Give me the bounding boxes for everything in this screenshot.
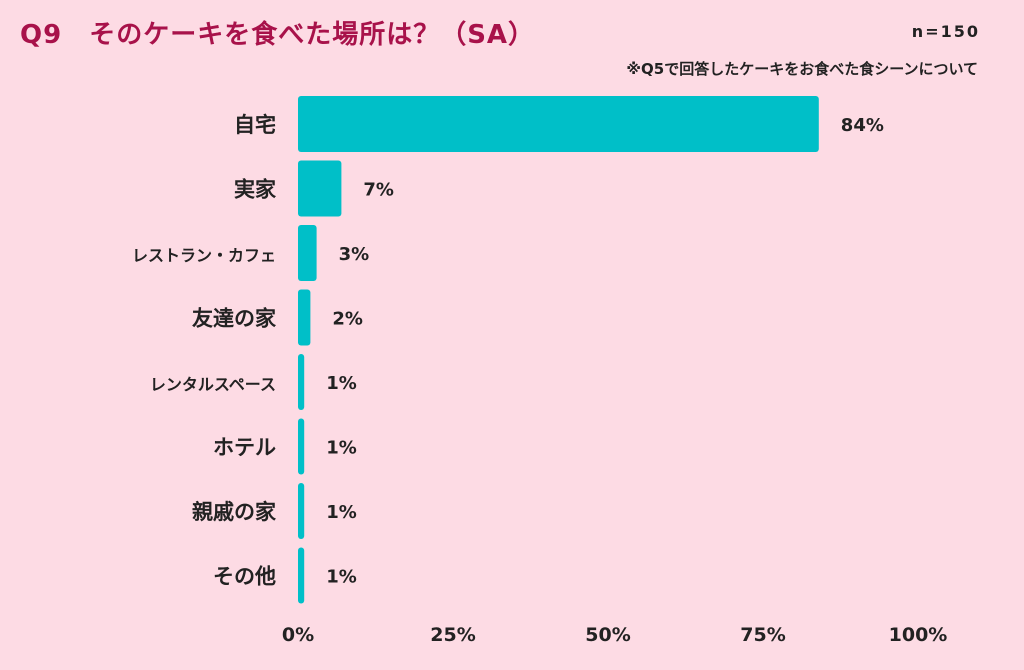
bar-2 (298, 225, 317, 281)
x-tick-label: 100% (889, 624, 948, 646)
x-tick-label: 50% (585, 624, 630, 646)
x-tick-label: 0% (282, 624, 314, 646)
bar-5 (298, 418, 305, 475)
category-label: その他 (213, 565, 276, 589)
category-label: 自宅 (234, 113, 276, 137)
value-label: 1% (326, 373, 357, 394)
value-label: 2% (332, 309, 363, 330)
value-label: 1% (326, 438, 357, 459)
category-label: 親戚の家 (192, 500, 277, 524)
value-label: 7% (363, 180, 394, 201)
chart-note: ※Q5で回答したケーキをお食べた食シーンについて (626, 60, 978, 78)
bar-6 (298, 483, 305, 539)
bar-1 (298, 160, 342, 217)
value-label: 3% (339, 244, 370, 265)
bar-7 (298, 547, 305, 604)
sample-size: n=150 (911, 22, 980, 41)
category-label: レストラン・カフェ (132, 246, 276, 265)
chart-title: Q9 そのケーキを食べた場所は？（SA） (20, 20, 536, 50)
category-label: 実家 (234, 178, 277, 202)
category-label: 友達の家 (192, 307, 277, 331)
value-label: 84% (841, 115, 884, 136)
value-label: 1% (326, 567, 357, 588)
value-label: 1% (326, 502, 357, 523)
category-label: レンタルスペース (150, 375, 276, 394)
x-tick-label: 25% (430, 624, 475, 646)
x-tick-label: 75% (740, 624, 785, 646)
bar-4 (298, 354, 305, 410)
category-label: ホテル (213, 436, 276, 460)
bar-3 (298, 289, 311, 346)
bar-0 (298, 96, 819, 152)
